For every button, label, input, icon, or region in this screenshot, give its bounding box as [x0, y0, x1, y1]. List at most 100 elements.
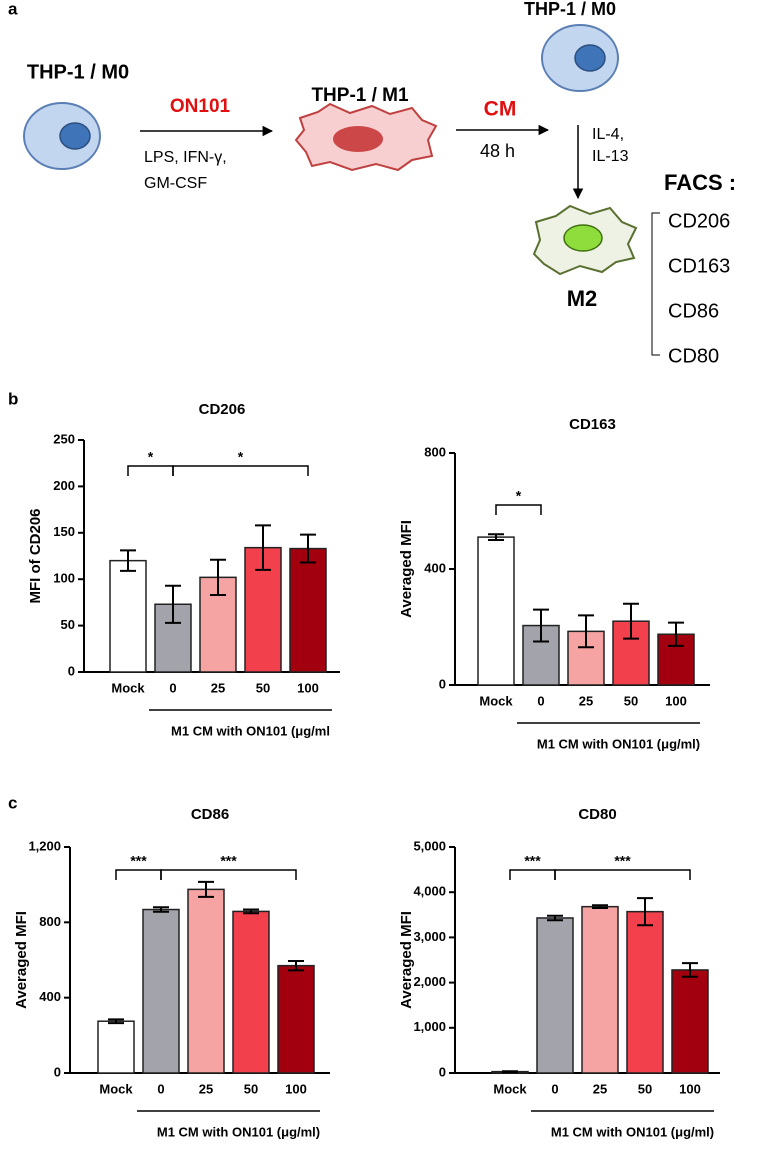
- x-tick-label: 0: [551, 1081, 558, 1096]
- cell-label: THP-1 / M1: [311, 85, 409, 106]
- x-tick-label: Mock: [111, 680, 145, 695]
- stimuli: LPS, IFN-γ,: [144, 149, 227, 166]
- error-bar: [300, 533, 316, 564]
- chart-title: CD86: [191, 806, 229, 823]
- significance-label: ***: [614, 853, 631, 869]
- panel-label: c: [8, 793, 17, 812]
- x-tick-label: 100: [665, 693, 687, 708]
- panel-label: b: [8, 389, 18, 408]
- y-tick-label: 0: [439, 676, 446, 691]
- significance-bracket: [160, 869, 297, 880]
- x-tick-label: Mock: [493, 1081, 527, 1096]
- x-tick-label: 25: [579, 693, 593, 708]
- cell-label: THP-1 / M0: [524, 0, 616, 19]
- y-tick-label: 400: [424, 560, 446, 575]
- error-bar: [288, 959, 304, 972]
- x-axis-label: M1 CM with ON101 (μg/ml): [537, 736, 700, 751]
- treatment: ON101: [170, 96, 231, 117]
- marker: CD86: [668, 300, 719, 322]
- x-tick-label: 100: [679, 1081, 701, 1096]
- x-axis-label: M1 CM with ON101 (μg/ml): [551, 1124, 714, 1139]
- duration: 48 h: [480, 141, 515, 161]
- significance-bracket: [172, 465, 309, 476]
- error-bar: [210, 558, 226, 596]
- x-tick-label: 100: [285, 1081, 307, 1096]
- y-tick-label: 0: [439, 1064, 446, 1079]
- bar: [581, 905, 619, 1074]
- y-tick-label: 3,000: [413, 929, 446, 944]
- bar: [232, 910, 270, 1074]
- significance-label: ***: [130, 853, 147, 869]
- chart-title: CD163: [569, 416, 616, 433]
- cm-label: CM: [484, 98, 517, 121]
- x-tick-label: 25: [593, 1081, 607, 1096]
- significance-label: ***: [524, 853, 541, 869]
- x-tick-label: 100: [297, 680, 319, 695]
- y-tick-label: 0: [68, 663, 75, 678]
- chart-title: CD206: [199, 401, 246, 418]
- cell-label: M2: [567, 286, 598, 311]
- y-tick-label: 100: [53, 571, 75, 586]
- bar: [142, 908, 180, 1074]
- error-bar: [120, 549, 136, 572]
- y-tick-label: 1,200: [28, 838, 61, 853]
- significance-label: ***: [220, 853, 237, 869]
- error-bar: [682, 962, 698, 978]
- marker: CD206: [668, 210, 730, 232]
- x-axis-label: M1 CM with ON101 (μg/ml: [171, 723, 330, 738]
- y-tick-label: 800: [424, 444, 446, 459]
- stimuli: GM-CSF: [144, 175, 207, 192]
- x-tick-label: 50: [624, 693, 638, 708]
- significance-bracket: [115, 869, 162, 880]
- x-tick-label: 0: [537, 693, 544, 708]
- marker: CD163: [668, 255, 730, 277]
- x-tick-label: Mock: [479, 693, 513, 708]
- x-tick-label: 0: [169, 680, 176, 695]
- bar: [187, 888, 225, 1074]
- y-tick-label: 250: [53, 431, 75, 446]
- panel-label: a: [8, 0, 18, 18]
- significance-bracket: [509, 869, 556, 880]
- y-tick-label: 200: [53, 478, 75, 493]
- bar: [109, 559, 147, 673]
- y-axis-label: Averaged MFI: [398, 911, 415, 1009]
- error-bar: [668, 621, 684, 647]
- x-tick-label: Mock: [99, 1081, 133, 1096]
- x-tick-label: 25: [211, 680, 225, 695]
- x-tick-label: 50: [638, 1081, 652, 1096]
- x-axis-label: M1 CM with ON101 (μg/ml): [157, 1124, 320, 1139]
- bar: [536, 917, 574, 1074]
- error-bar: [578, 614, 594, 649]
- bar: [477, 536, 515, 686]
- error-bar: [488, 533, 504, 541]
- significance-bracket: [127, 465, 174, 476]
- facs-label: FACS :: [664, 170, 736, 195]
- cell-label: THP-1 / M0: [27, 61, 129, 83]
- cytokines: IL-4,: [592, 126, 624, 143]
- x-tick-label: 50: [244, 1081, 258, 1096]
- y-axis-label: Averaged MFI: [13, 911, 30, 1009]
- error-bar: [533, 608, 549, 643]
- y-tick-label: 5,000: [413, 838, 446, 853]
- y-tick-label: 0: [54, 1064, 61, 1079]
- y-tick-label: 1,000: [413, 1019, 446, 1034]
- error-bar: [165, 584, 181, 624]
- nucleus: [333, 126, 383, 152]
- error-bar: [198, 880, 214, 898]
- x-tick-label: 0: [157, 1081, 164, 1096]
- significance-bracket: [554, 869, 691, 880]
- error-bar: [153, 906, 169, 913]
- x-tick-label: 25: [199, 1081, 213, 1096]
- y-tick-label: 800: [39, 914, 61, 929]
- y-tick-label: 150: [53, 524, 75, 539]
- y-tick-label: 400: [39, 989, 61, 1004]
- y-axis-label: Averaged MFI: [398, 520, 415, 618]
- error-bar: [547, 914, 563, 922]
- error-bar: [255, 524, 271, 571]
- y-tick-label: 50: [61, 617, 75, 632]
- nucleus: [563, 224, 603, 252]
- error-bar: [502, 1070, 518, 1074]
- bar: [277, 964, 315, 1074]
- error-bar: [243, 908, 259, 915]
